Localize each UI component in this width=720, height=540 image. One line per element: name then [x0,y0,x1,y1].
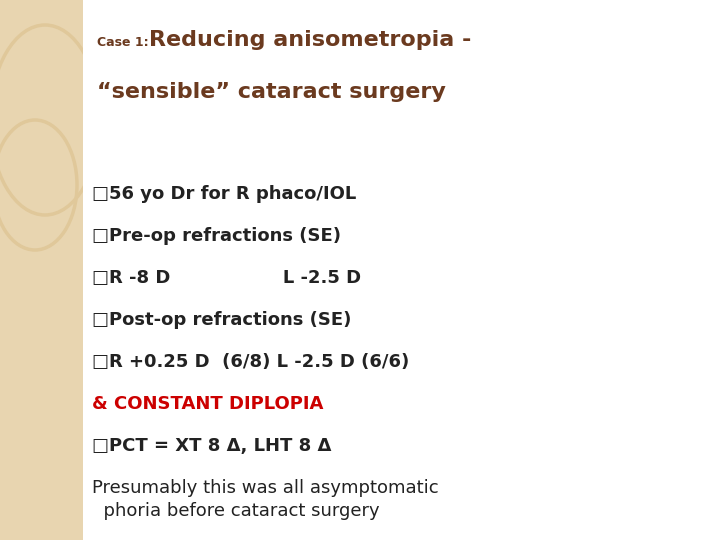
Text: Reducing anisometropia -: Reducing anisometropia - [149,30,472,50]
Text: □Pre-op refractions (SE): □Pre-op refractions (SE) [92,227,341,245]
Text: □Post-op refractions (SE): □Post-op refractions (SE) [92,311,351,329]
Text: □56 yo Dr for R phaco/IOL: □56 yo Dr for R phaco/IOL [92,185,356,203]
Text: □R +0.25 D  (6/8) L -2.5 D (6/6): □R +0.25 D (6/8) L -2.5 D (6/6) [92,353,410,371]
Text: Presumably this was all asymptomatic
  phoria before cataract surgery: Presumably this was all asymptomatic pho… [92,479,438,520]
Text: Case 1:: Case 1: [97,36,153,49]
Text: & CONSTANT DIPLOPIA: & CONSTANT DIPLOPIA [92,395,323,413]
Text: □PCT = XT 8 Δ, LHT 8 Δ: □PCT = XT 8 Δ, LHT 8 Δ [92,437,332,455]
Bar [0,0,83,540]
Text: □R -8 D                  L -2.5 D: □R -8 D L -2.5 D [92,269,361,287]
Text: “sensible” cataract surgery: “sensible” cataract surgery [97,82,446,102]
